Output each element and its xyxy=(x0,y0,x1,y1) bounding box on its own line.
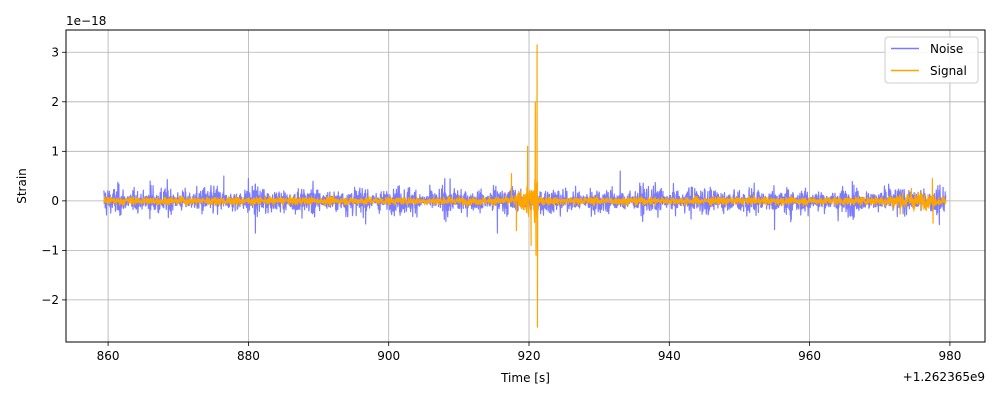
y-tick-label: −2 xyxy=(41,293,59,307)
x-tick-label: 940 xyxy=(658,349,681,363)
y-tick-label: −1 xyxy=(41,243,59,257)
y-tick-label: 3 xyxy=(51,45,59,59)
signal-series xyxy=(103,44,947,328)
x-tick-label: 920 xyxy=(518,349,541,363)
x-offset-label: +1.262365e9 xyxy=(903,370,985,384)
x-tick-label: 900 xyxy=(377,349,400,363)
legend: Noise Signal xyxy=(884,36,979,84)
y-axis-label: Strain xyxy=(15,168,29,204)
y-scale-label: 1e−18 xyxy=(66,14,106,28)
y-tick-label: 2 xyxy=(51,95,59,109)
y-tick-label: 0 xyxy=(51,194,59,208)
axis-ticks: 860 880 900 920 940 960 980 −2 −1 0 1 2 3 xyxy=(41,45,961,363)
grid-lines xyxy=(66,30,985,342)
x-tick-label: 960 xyxy=(798,349,821,363)
x-tick-label: 860 xyxy=(97,349,120,363)
x-tick-label: 980 xyxy=(938,349,961,363)
signal-line xyxy=(103,44,947,328)
legend-signal-label: Signal xyxy=(930,64,967,78)
x-axis-label: Time [s] xyxy=(500,371,550,385)
legend-noise-label: Noise xyxy=(930,42,963,56)
plot-frame xyxy=(65,29,986,343)
y-tick-label: 1 xyxy=(51,144,59,158)
x-tick-label: 880 xyxy=(237,349,260,363)
